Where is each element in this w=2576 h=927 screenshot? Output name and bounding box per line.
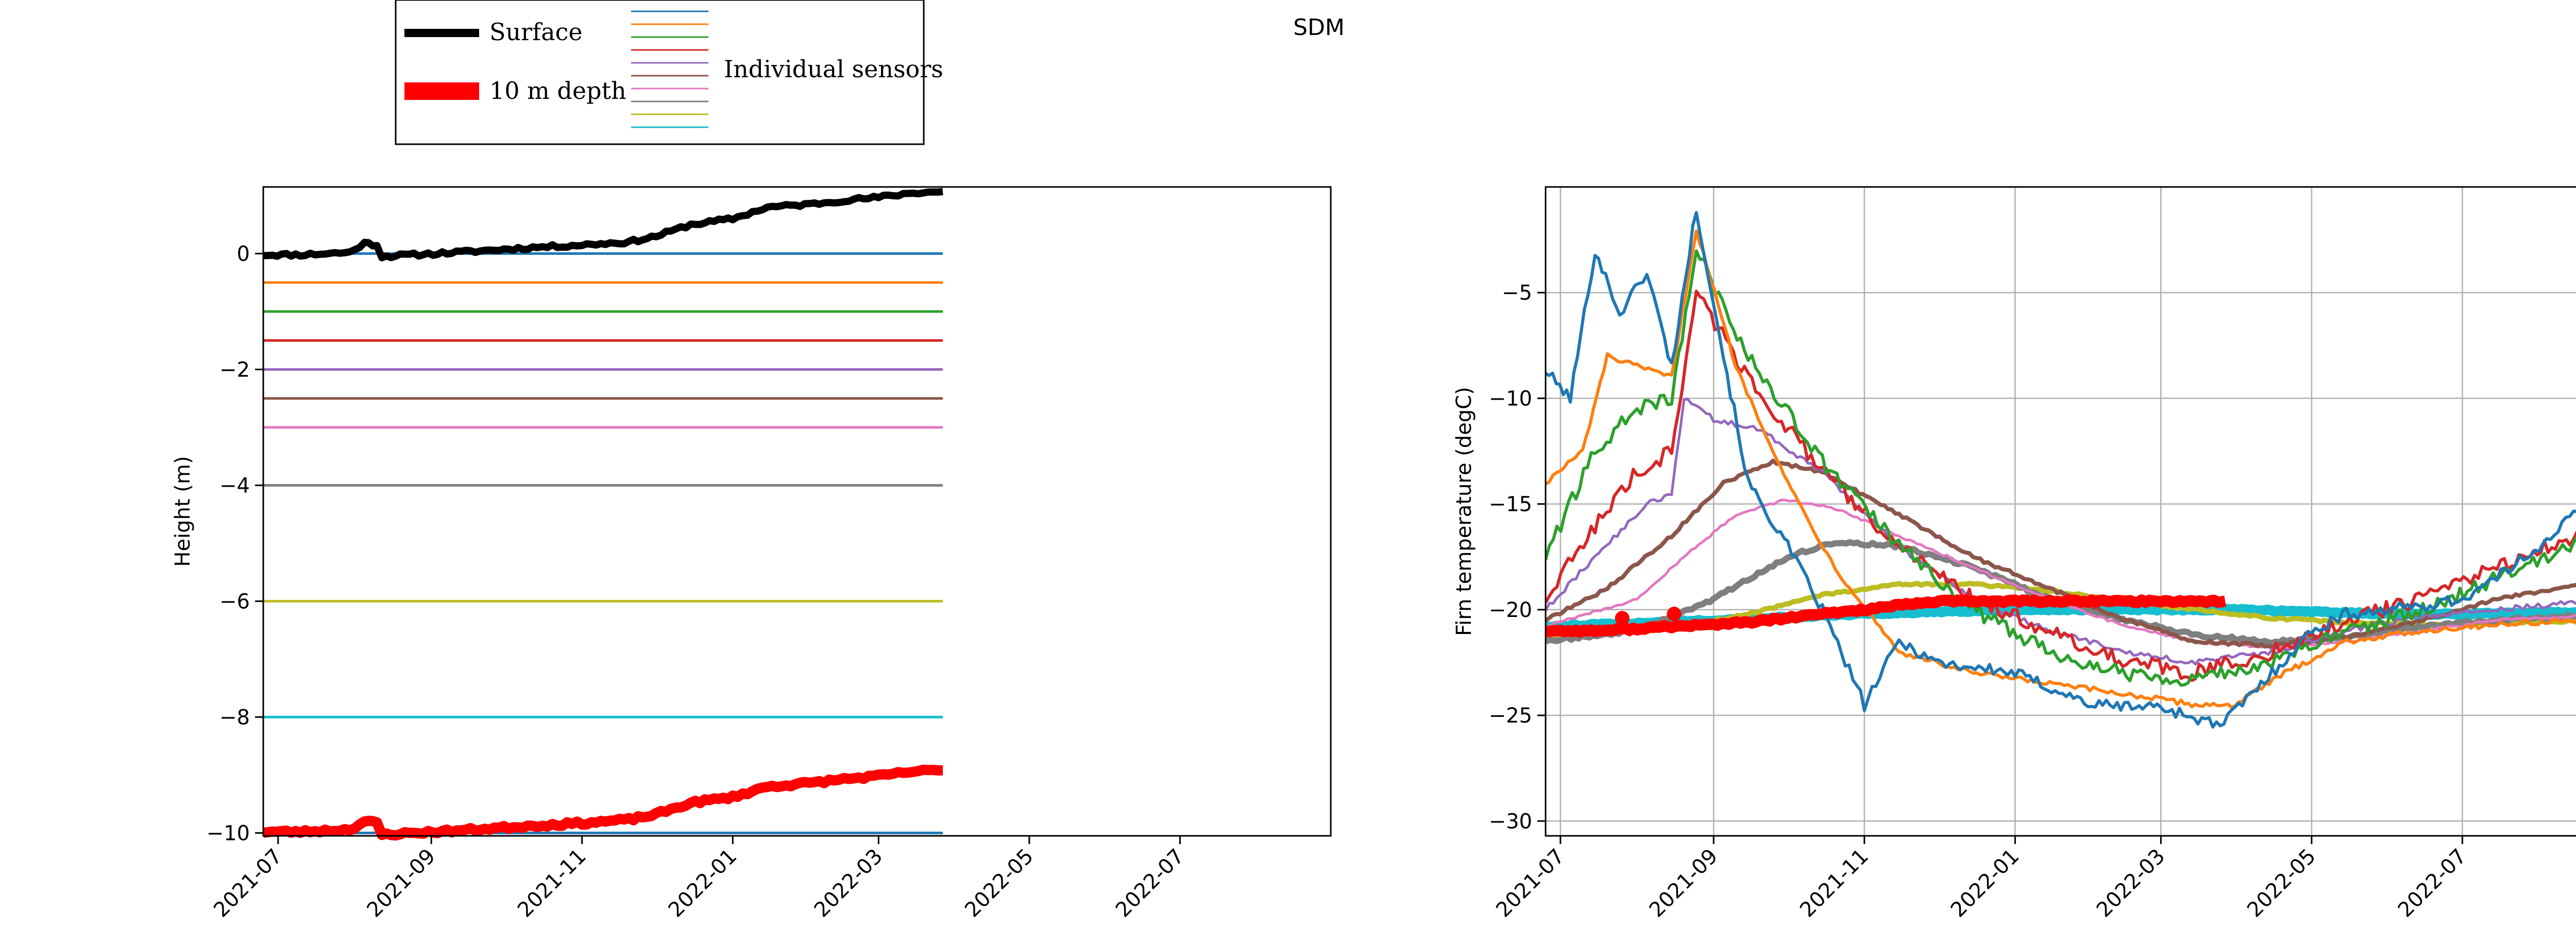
temperature-x-tick-label: 2021-07 bbox=[1492, 845, 1569, 922]
depth10-height-line bbox=[263, 764, 943, 841]
height-x-tick-label: 2022-03 bbox=[810, 845, 888, 922]
temperature-y-tick-label: −30 bbox=[1489, 810, 1532, 833]
depth10-marker bbox=[1667, 607, 1682, 622]
sensor-temperature-line bbox=[1546, 499, 2576, 650]
temperature-grid bbox=[1546, 187, 2576, 836]
height-y-tick-label: −10 bbox=[207, 821, 250, 845]
temperature-x-tick-label: 2021-09 bbox=[1645, 845, 1723, 922]
temperature-y-tick-label: −25 bbox=[1489, 704, 1532, 728]
height-plot-area bbox=[263, 188, 943, 841]
temperature-x-tick-label: 2022-05 bbox=[2243, 845, 2320, 922]
height-y-ticks: −10 −8 −6 −4 −2 0 bbox=[207, 242, 263, 845]
depth10-temperature-line bbox=[1546, 594, 2227, 638]
height-plot-frame bbox=[262, 186, 1332, 837]
legend-sensor-swatches bbox=[631, 10, 708, 128]
temperature-y-tick-label: −10 bbox=[1489, 387, 1532, 410]
height-y-tick-label: −2 bbox=[219, 358, 250, 382]
height-x-tick-label: 2022-01 bbox=[664, 845, 742, 922]
sensor-temperature-line bbox=[1546, 229, 2576, 709]
legend-surface-label: Surface bbox=[489, 18, 583, 46]
sensor-temperature-line bbox=[1546, 289, 2576, 682]
height-y-tick-label: −6 bbox=[219, 590, 250, 613]
temperature-plot-frame bbox=[1545, 186, 2576, 837]
height-y-tick-label: 0 bbox=[237, 242, 250, 266]
height-x-tick-label: 2021-09 bbox=[363, 845, 440, 922]
height-x-tick-label: 2021-11 bbox=[513, 845, 591, 922]
panel-firn-temperature: −30−25−20−15−10−5 2021-07 2021-09 2021-11 2… bbox=[1452, 186, 2576, 922]
depth10-marker bbox=[1615, 611, 1630, 626]
height-y-tick-label: −4 bbox=[219, 474, 250, 497]
temperature-x-tick-label: 2022-01 bbox=[1946, 845, 2024, 922]
panel-height: −10 −8 −6 −4 −2 0 2021-07 2021-09 2021-11 2022-0… bbox=[171, 186, 1332, 922]
height-x-tick-label: 2022-05 bbox=[960, 845, 1038, 922]
figure-title: SDM bbox=[1293, 14, 1345, 41]
temperature-y-axis-label: Firn temperature (degC) bbox=[1452, 387, 1476, 636]
legend-sensors-label: Individual sensors bbox=[724, 55, 943, 83]
sensor-temperature-line bbox=[1546, 249, 2576, 687]
temperature-x-tick-label: 2022-03 bbox=[2092, 845, 2170, 922]
temperature-y-ticks: −30 −25 −20 −15 −10 −5 bbox=[1489, 281, 1546, 833]
temperature-y-tick-label: −20 bbox=[1489, 598, 1532, 622]
surface-height-line bbox=[263, 188, 943, 262]
legend: Surface 10 m depth Individual sensors bbox=[395, 0, 943, 145]
height-x-ticks: 2021-07 2021-09 2021-11 2022-01 2022-03 2022-… bbox=[209, 836, 1189, 922]
sensor-temperature-line bbox=[1546, 398, 2576, 666]
temperature-plot-area bbox=[1546, 211, 2576, 729]
height-x-tick-label: 2021-07 bbox=[209, 845, 287, 922]
temperature-x-tick-label: 2022-07 bbox=[2394, 845, 2471, 922]
temperature-x-tick-label: 2021-11 bbox=[1795, 845, 1873, 922]
temperature-y-tick-label: −15 bbox=[1489, 493, 1532, 517]
temperature-x-ticks: 2021-07 2021-09 2021-11 2022-01 2022-03 2022-… bbox=[1492, 836, 2471, 922]
height-x-tick-label: 2022-07 bbox=[1111, 845, 1189, 922]
temperature-y-tick-label: −5 bbox=[1502, 281, 1532, 305]
sensor-temperature-line bbox=[1546, 211, 2576, 729]
height-y-tick-label: −8 bbox=[219, 706, 250, 729]
legend-depth10-label: 10 m depth bbox=[489, 77, 626, 105]
height-y-axis-label: Height (m) bbox=[171, 456, 195, 566]
